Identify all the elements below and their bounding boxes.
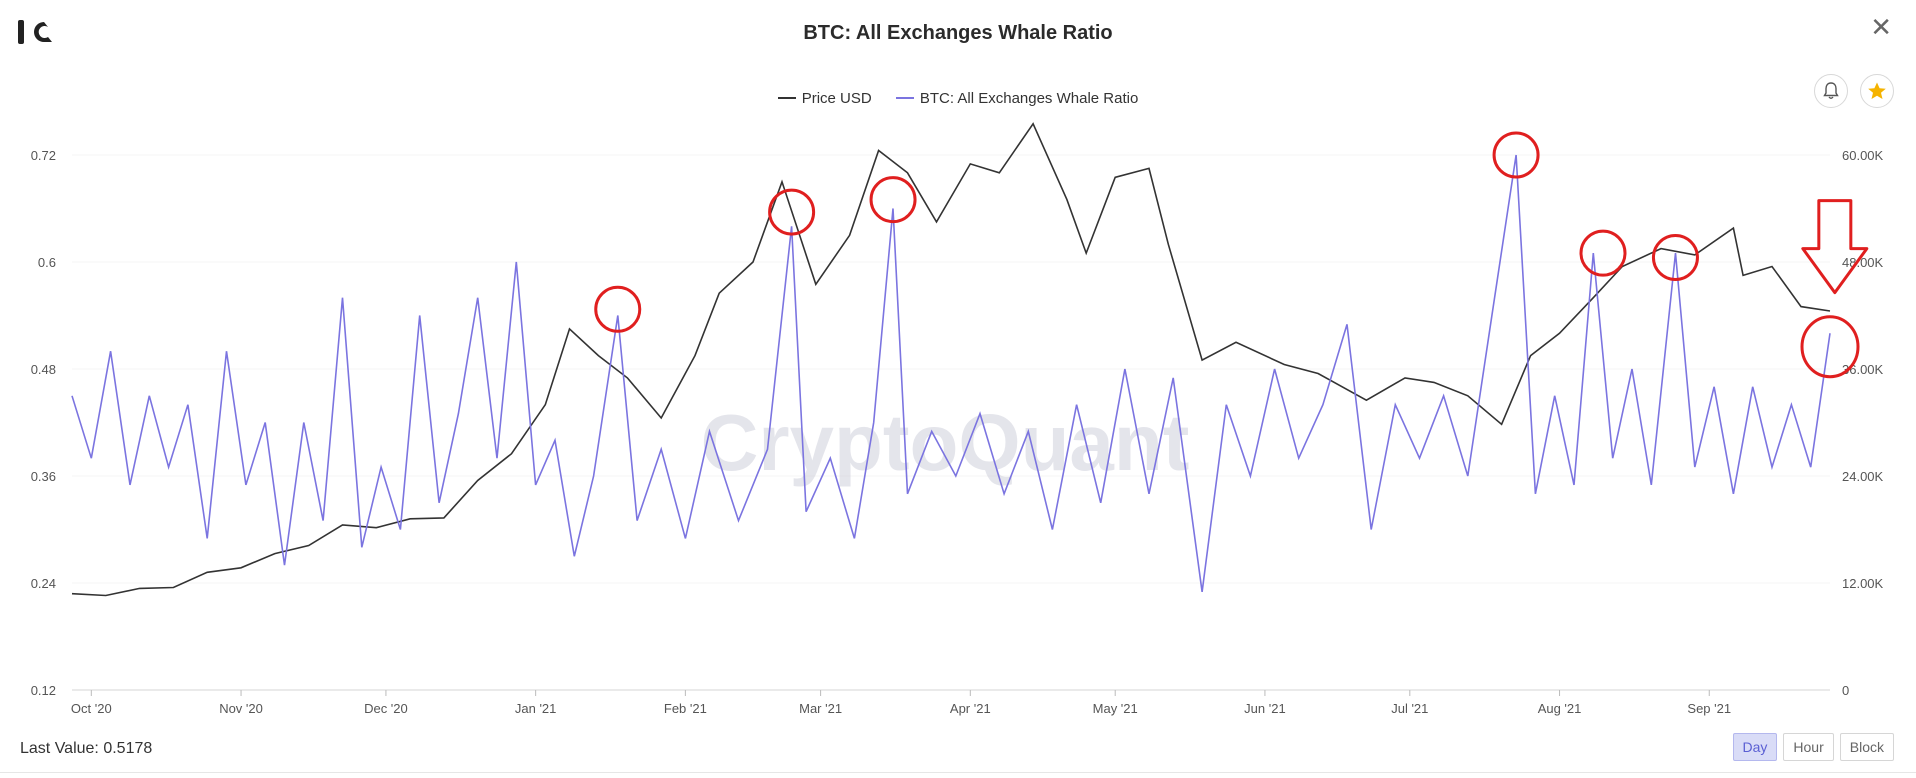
last-value: Last Value: 0.5178 — [20, 740, 152, 758]
x-tick-label: Jun '21 — [1244, 701, 1286, 716]
favorite-button[interactable] — [1860, 74, 1894, 108]
x-axis-ticks: Oct '20 Nov '20 Dec '20 Jan '21 Feb '21 Mar '… — [71, 690, 1731, 716]
y-left-tick-label: 0.48 — [31, 362, 56, 377]
x-tick-label: May '21 — [1093, 701, 1138, 716]
x-tick-label: Sep '21 — [1687, 701, 1731, 716]
x-tick-label: Mar '21 — [799, 701, 842, 716]
legend-swatch-price — [777, 97, 796, 99]
annotation-circle — [594, 285, 642, 333]
y-right-tick-label: 48.00K — [1842, 255, 1884, 270]
y-right-tick-label: 24.00K — [1842, 469, 1884, 484]
y-left-tick-label: 0.72 — [31, 148, 56, 163]
annotation-arrow-down — [1801, 199, 1869, 295]
annotation-circle — [1492, 131, 1540, 179]
x-tick-label: Feb '21 — [664, 701, 707, 716]
annotation-circle — [869, 176, 917, 224]
grid-lines — [72, 154, 1830, 691]
y-left-tick-label: 0.36 — [31, 469, 56, 484]
y-right-tick-label: 60.00K — [1842, 148, 1884, 163]
annotation-circle — [1651, 234, 1699, 282]
chart-title: BTC: All Exchanges Whale Ratio — [803, 22, 1113, 44]
annotation-circle — [768, 188, 816, 236]
series-line-whale-ratio — [71, 154, 1831, 593]
chart-area: CryptoQuant 0.12 0.24 0.36 0.48 0.6 0.72 0 12.… — [31, 122, 1884, 716]
y-left-tick-label: 0.12 — [31, 683, 56, 698]
y-right-tick-label: 12.00K — [1842, 576, 1884, 591]
y-left-tick-label: 0.6 — [38, 255, 56, 270]
legend-label-price: Price USD — [801, 89, 872, 107]
cryptoquant-logo-icon — [18, 20, 52, 44]
alert-button[interactable] — [1814, 74, 1848, 108]
footer-divider — [0, 772, 1916, 773]
resolution-day-button[interactable]: Day — [1732, 733, 1778, 761]
legend-item-price[interactable]: Price USD — [777, 89, 872, 107]
x-tick-label: Jan '21 — [515, 701, 557, 716]
left-axis-ticks: 0.12 0.24 0.36 0.48 0.6 0.72 — [31, 148, 56, 698]
series-line-price — [71, 122, 1831, 597]
x-tick-label: Oct '20 — [71, 701, 112, 716]
star-icon — [1868, 82, 1886, 99]
last-value-number: 0.5178 — [103, 740, 153, 757]
x-tick-label: Aug '21 — [1538, 701, 1582, 716]
close-icon[interactable]: ✕ — [1870, 12, 1892, 42]
y-right-tick-label: 0 — [1842, 683, 1849, 698]
last-value-label: Last Value: — [20, 740, 99, 757]
x-tick-label: Nov '20 — [219, 701, 263, 716]
x-tick-label: Apr '21 — [950, 701, 991, 716]
x-tick-label: Jul '21 — [1391, 701, 1428, 716]
chart-legend: Price USD BTC: All Exchanges Whale Ratio — [0, 86, 1916, 107]
annotations — [594, 131, 1869, 379]
annotation-circle — [1800, 315, 1860, 379]
x-tick-label: Dec '20 — [364, 701, 408, 716]
legend-label-whale-ratio: BTC: All Exchanges Whale Ratio — [919, 89, 1139, 107]
bell-icon — [1823, 82, 1839, 99]
resolution-toggle: Day Hour Block — [1732, 733, 1894, 761]
legend-item-whale-ratio[interactable]: BTC: All Exchanges Whale Ratio — [895, 89, 1139, 107]
watermark: CryptoQuant — [701, 398, 1190, 487]
resolution-block-button[interactable]: Block — [1839, 733, 1894, 761]
y-left-tick-label: 0.24 — [31, 576, 56, 591]
resolution-hour-button[interactable]: Hour — [1783, 733, 1834, 761]
annotation-circle — [1579, 229, 1627, 277]
legend-swatch-whale-ratio — [895, 97, 914, 99]
